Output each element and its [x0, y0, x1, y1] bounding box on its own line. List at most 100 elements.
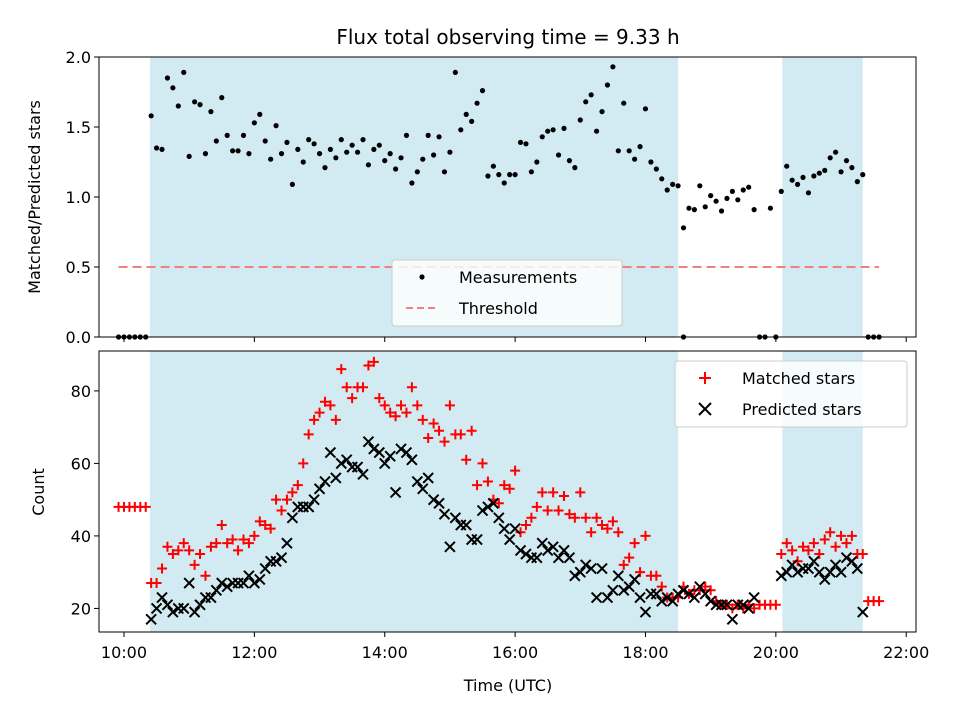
predicted-stars-point — [677, 584, 690, 597]
y-tick-label: 2.0 — [66, 48, 91, 67]
measurements-point — [202, 151, 209, 157]
predicted-stars-point — [373, 446, 386, 459]
matched-stars-point — [363, 360, 374, 371]
predicted-stars-point — [237, 577, 250, 589]
measurements-point — [273, 123, 279, 129]
measurements-point — [827, 155, 833, 161]
measurements-point — [327, 146, 334, 152]
predicted-stars-point — [563, 551, 576, 564]
measurements-point — [789, 177, 795, 183]
measurements-point — [675, 183, 681, 189]
matched-stars-point — [542, 505, 553, 516]
matched-stars-point — [151, 578, 162, 589]
predicted-stars-point — [498, 522, 510, 535]
matched-stars-point — [781, 538, 792, 549]
matched-stars-point — [336, 364, 347, 375]
measurements-point — [458, 127, 464, 133]
measurements-point — [691, 207, 697, 213]
measurements-point — [686, 205, 692, 211]
measurements-point — [517, 139, 524, 145]
measurements-point — [257, 111, 263, 117]
measurements-point — [746, 184, 752, 190]
predicted-stars-point — [520, 548, 532, 560]
measurements-point — [642, 106, 649, 112]
predicted-stars-point — [672, 588, 684, 600]
matched-stars-point — [173, 545, 184, 556]
measurements-point — [816, 170, 822, 176]
bottom-panel: 20 40 60 80 10:00 12:00 14:00 16:00 18:00 20:00 22… — [71, 350, 929, 662]
measurements-point — [604, 82, 611, 88]
predicted-stars-point — [351, 461, 364, 473]
matched-stars-point — [727, 603, 738, 614]
predicted-stars-point — [270, 555, 282, 568]
measurements-point — [718, 208, 725, 214]
predicted-stars-point — [596, 562, 608, 575]
predicted-stars-point — [541, 544, 554, 557]
measurements-point — [528, 169, 535, 175]
measurements-point — [697, 183, 703, 189]
matched-stars-point — [309, 414, 320, 425]
measurements-point — [436, 134, 442, 140]
matched-stars-point — [548, 487, 559, 498]
matched-stars-point — [347, 393, 358, 404]
y-tick-label: 40 — [71, 527, 91, 546]
measurements-point — [822, 167, 828, 173]
predicted-stars-point — [829, 559, 842, 571]
predicted-stars-point — [846, 555, 858, 568]
predicted-stars-point — [194, 599, 206, 611]
matched-stars-point — [281, 494, 292, 505]
predicted-stars-point — [585, 562, 597, 575]
y-tick-label: 80 — [71, 382, 91, 401]
measurements-point — [664, 187, 670, 193]
matched-stars-point — [434, 425, 445, 436]
measurements-point — [463, 111, 469, 117]
measurements-point — [197, 102, 203, 108]
predicted-stars-point — [216, 577, 228, 589]
predicted-stars-point — [395, 443, 407, 455]
predicted-stars-point — [427, 493, 440, 506]
measurements-point — [653, 166, 659, 172]
matched-stars-point — [618, 559, 629, 570]
measurements-point — [555, 152, 562, 158]
matched-stars-point — [814, 549, 825, 560]
predicted-stars-point — [178, 602, 190, 615]
predicted-stars-point — [324, 446, 337, 459]
predicted-stars-point — [618, 584, 630, 597]
matched-stars-point — [401, 407, 412, 418]
measurements-point — [306, 137, 312, 143]
matched-stars-point — [260, 520, 271, 531]
measurements-point — [485, 173, 491, 179]
measurements-point — [534, 159, 540, 165]
measurements-point — [860, 172, 866, 178]
x-tick-label: 22:00 — [883, 643, 929, 662]
predicted-stars-point — [493, 512, 505, 524]
predicted-stars-point — [145, 613, 157, 626]
matched-stars-point — [635, 567, 646, 578]
measurements-point — [186, 153, 192, 159]
bottom-y-axis-label: Count — [29, 468, 48, 516]
measurements-point — [479, 88, 486, 94]
matched-stars-point — [830, 541, 841, 552]
matched-stars-point — [368, 356, 379, 367]
matched-stars-point — [178, 538, 189, 549]
legend-marker — [698, 402, 712, 416]
predicted-stars-point — [514, 544, 527, 557]
predicted-stars-point — [656, 595, 668, 607]
x-tick-label: 16:00 — [492, 643, 538, 662]
matched-stars-point — [700, 581, 711, 592]
measurements-point — [371, 146, 377, 152]
predicted-stars-point — [851, 562, 864, 575]
predicted-stars-point — [726, 613, 739, 626]
predicted-stars-point — [547, 541, 559, 553]
matched-stars-point — [564, 509, 575, 520]
matched-stars-point — [607, 516, 618, 527]
measurements-point — [349, 142, 355, 148]
matched-stars-point — [825, 527, 836, 538]
x-tick-label: 20:00 — [753, 643, 799, 662]
matched-stars-point — [575, 487, 586, 498]
matched-stars-point — [140, 501, 151, 512]
measurements-point — [849, 165, 855, 171]
predicted-stars-point — [156, 591, 168, 604]
predicted-stars-point — [819, 573, 831, 586]
measurements-point — [240, 132, 247, 138]
